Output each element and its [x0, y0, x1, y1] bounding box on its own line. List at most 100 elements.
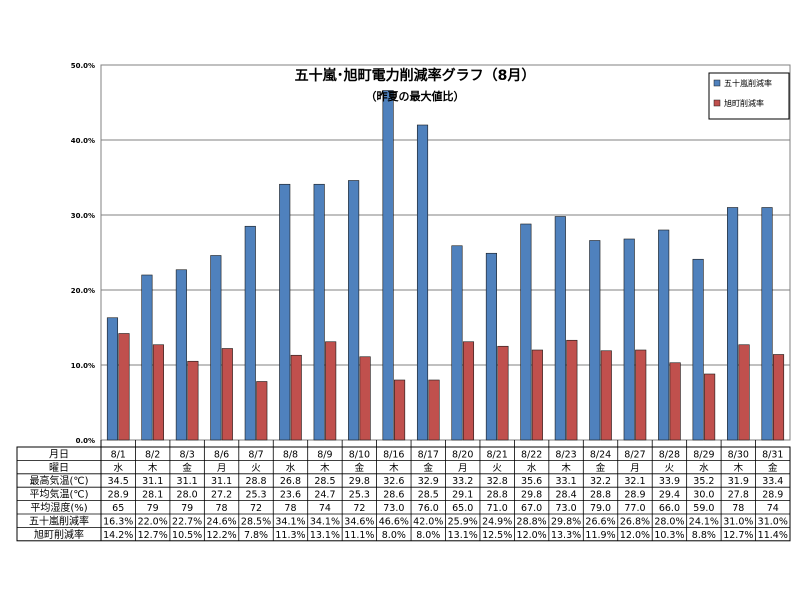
bar-series2 — [428, 379, 440, 441]
table-cell: 28.6 — [383, 490, 404, 501]
bar-series2 — [325, 341, 337, 441]
table-cell: 66.0 — [659, 503, 680, 514]
table-cell: 31.1 — [211, 476, 232, 487]
table-cell: 10.5% — [172, 530, 202, 541]
table-cell: 8/20 — [452, 449, 473, 460]
table-cell: 8/21 — [487, 449, 508, 460]
table-cell: 8/7 — [248, 449, 263, 460]
legend-swatch — [713, 99, 721, 107]
table-cell: 11.1% — [344, 530, 374, 541]
bar-series2 — [187, 360, 199, 441]
y-tick-label: 20.0% — [71, 287, 95, 295]
table-cell: 72 — [353, 503, 365, 514]
table-cell: 25.3 — [349, 490, 370, 501]
table-cell: 10.3% — [654, 530, 684, 541]
table-cell: 16.3% — [103, 516, 133, 527]
table-cell: 34.1% — [275, 516, 305, 527]
table-cell: 24.1% — [689, 516, 719, 527]
table-cell: 32.6 — [383, 476, 404, 487]
table-cell: 8/23 — [555, 449, 576, 460]
table-cell: 8/9 — [317, 449, 332, 460]
bar-series2 — [635, 349, 647, 441]
bar-series1 — [658, 229, 670, 441]
table-cell: 8/1 — [111, 449, 126, 460]
table-cell: 11.3% — [275, 530, 305, 541]
table-cell: 24.6% — [206, 516, 236, 527]
table-cell: 29.8% — [551, 516, 581, 527]
table-cell: 28.9 — [108, 490, 129, 501]
y-tick-label: 0.0% — [76, 437, 95, 445]
bar-series1 — [279, 183, 291, 441]
table-row-label: 月日 — [49, 448, 69, 460]
table-cell: 29.8 — [349, 476, 370, 487]
table-cell: 33.2 — [452, 476, 473, 487]
table-cell: 8/24 — [590, 449, 611, 460]
table-cell: 24.7 — [314, 490, 335, 501]
bar-series2 — [497, 345, 509, 441]
table-cell: 27.8 — [728, 490, 749, 501]
bar-series1 — [692, 258, 704, 441]
table-cell: 31.1 — [177, 476, 198, 487]
table-cell: 14.2% — [103, 530, 133, 541]
table-cell: 28.9 — [624, 490, 645, 501]
bar-series1 — [451, 245, 463, 441]
table-cell: 77.0 — [624, 503, 645, 514]
table-cell: 78 — [216, 503, 228, 514]
y-tick-label: 10.0% — [71, 362, 95, 370]
table-cell: 8/30 — [728, 449, 749, 460]
table-cell: 水 — [527, 462, 537, 474]
table-cell: 25.3 — [245, 490, 266, 501]
table-cell: 月 — [217, 463, 227, 474]
bar-series1 — [348, 180, 360, 441]
table-cell: 8/22 — [521, 449, 542, 460]
y-tick-label: 50.0% — [71, 62, 95, 70]
table-cell: 13.1% — [448, 530, 478, 541]
table-cell: 11.4% — [758, 530, 788, 541]
table-cell: 木 — [734, 462, 744, 474]
table-cell: 28.5% — [241, 516, 271, 527]
table-cell: 26.8 — [280, 476, 301, 487]
table-cell: 月 — [458, 463, 468, 474]
bar-series1 — [416, 124, 429, 441]
table-cell: 12.7% — [138, 530, 168, 541]
table-cell: 29.1 — [452, 490, 473, 501]
table-cell: 8/31 — [762, 449, 783, 460]
bar-series2 — [118, 333, 130, 441]
chart-title: 五十嵐･旭町電力削減率グラフ（8月） — [295, 67, 536, 84]
table-cell: 8/8 — [283, 449, 298, 460]
table-cell: 28.5 — [418, 490, 439, 501]
legend-swatch — [713, 79, 721, 87]
bar-series2 — [669, 362, 681, 441]
table-cell: 28.8 — [487, 490, 508, 501]
bar-series1 — [106, 317, 119, 441]
table-cell: 木 — [320, 462, 330, 474]
bar-series2 — [394, 379, 406, 441]
table-cell: 火 — [665, 463, 675, 474]
table-cell: 29.8 — [521, 490, 542, 501]
table-cell: 76.0 — [418, 503, 439, 514]
plot-area: 0.0% 10.0% 20.0% 30.0% 40.0% 50.0% — [71, 62, 791, 445]
table-cell: 42.0% — [413, 516, 443, 527]
bar-series2 — [738, 344, 750, 441]
table-cell: 33.1 — [555, 476, 576, 487]
table-cell: 74 — [319, 503, 331, 514]
table-cell: 32.2 — [590, 476, 611, 487]
bar-series1 — [761, 207, 773, 441]
table-cell: 金 — [424, 462, 434, 474]
table-cell: 74 — [767, 503, 779, 514]
table-cell: 木 — [389, 462, 399, 474]
table-cell: 水 — [286, 462, 296, 474]
table-cell: 65 — [112, 503, 124, 514]
table-cell: 27.2 — [211, 490, 232, 501]
y-tick-label: 30.0% — [71, 212, 95, 220]
bar-series2 — [152, 344, 164, 441]
table-cell: 金 — [355, 462, 365, 474]
table-cell: 8/2 — [145, 449, 160, 460]
table-cell: 水 — [113, 462, 123, 474]
bar-series1 — [382, 90, 394, 441]
table-cell: 33.4 — [762, 476, 783, 487]
table-cell: 79.0 — [590, 503, 611, 514]
table-cell: 7.8% — [244, 530, 268, 541]
table-cell: 25.9% — [448, 516, 478, 527]
